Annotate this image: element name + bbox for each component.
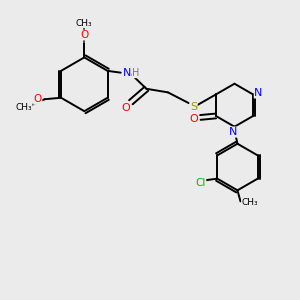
Text: N: N: [254, 88, 263, 98]
Text: O: O: [189, 114, 198, 124]
Text: N: N: [122, 68, 131, 78]
Text: CH₃: CH₃: [242, 198, 258, 207]
Text: N: N: [229, 127, 237, 137]
Text: O: O: [34, 94, 42, 104]
Text: O: O: [121, 103, 130, 112]
Text: O: O: [80, 30, 88, 40]
Text: Cl: Cl: [195, 178, 206, 188]
Text: H: H: [132, 68, 139, 78]
Text: CH₃: CH₃: [15, 103, 32, 112]
Text: CH₃: CH₃: [76, 19, 93, 28]
Text: S: S: [190, 102, 197, 112]
